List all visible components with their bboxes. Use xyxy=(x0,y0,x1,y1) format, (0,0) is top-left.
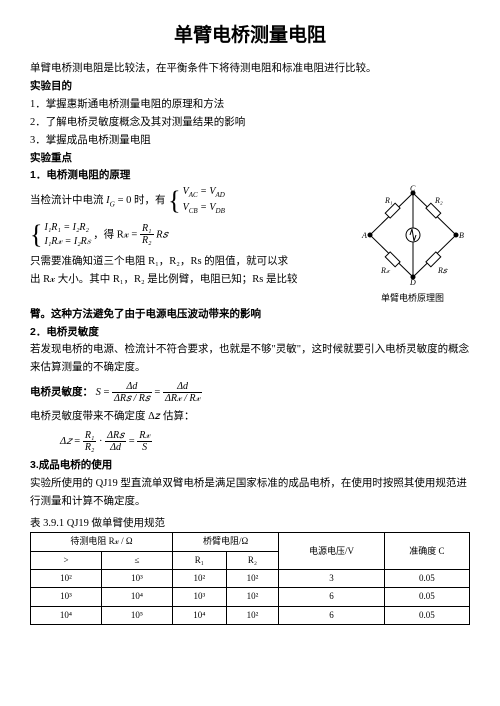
svg-text:R𝓍: R𝓍 xyxy=(380,266,391,275)
eq1b: I₁R𝓍 = I₂R𝑠 xyxy=(44,235,90,249)
diagram-col: R₁ R₂ R𝓍 R𝑠 A B C D 单臂电桥原理图 xyxy=(355,185,470,306)
th-gt: > xyxy=(31,551,102,569)
sensitivity-formula: 电桥灵敏度： S = Δd ΔR𝑠 / R𝑠 = Δd ΔR𝓍 / R𝓍 xyxy=(30,381,470,404)
principle-row: 当检流计中电流 IG = 0 时，有 { VAC = VAD VCB = VDB… xyxy=(30,185,470,306)
bridge-diagram: R₁ R₂ R𝓍 R𝑠 A B C D xyxy=(358,185,468,285)
th-rx: 待测电阻 R𝓍 / Ω xyxy=(31,533,173,551)
voltage-eqs: { VAC = VAD VCB = VDB xyxy=(168,185,225,217)
rx-num: R₁ xyxy=(140,223,154,235)
sec1-p2b: 出 R𝓍 大小。其中 R₁，R₂ 是比例臂，电阻已知；Rs 是比较 xyxy=(30,271,355,289)
eq2: = xyxy=(154,387,163,398)
cond-c: = 0 时，有 xyxy=(115,195,168,206)
eq3: = xyxy=(72,436,83,447)
th-r1: R₁ xyxy=(173,551,227,569)
section-3-title: 3.成品电桥的使用 xyxy=(30,457,470,475)
dz-formula: Δ𝑧 = R₁ R₂ · ΔR𝑠 Δd = R𝓍 S xyxy=(30,430,470,453)
ir-eqs: { I₁R₁ = I₂R₂ I₁R𝓍 = I₂R𝑠 xyxy=(30,221,91,249)
th-acc: 准确度 C xyxy=(384,533,469,570)
eq1: = xyxy=(101,387,112,398)
principle-text-col: 当检流计中电流 IG = 0 时，有 { VAC = VAD VCB = VDB… xyxy=(30,185,355,288)
svg-text:A: A xyxy=(361,231,367,240)
sens-label: 电桥灵敏度： xyxy=(30,386,93,398)
svg-text:C: C xyxy=(410,185,416,193)
table-row: 10³10⁴10³10²60.05 xyxy=(31,588,470,606)
rx-fraction: R₁ R₂ xyxy=(140,223,154,246)
page: 单臂电桥测量电阻 单臂电桥测电阻是比较法，在平衡条件下将待测电阻和标准电阻进行比… xyxy=(0,0,500,635)
section-2-title: 2．电桥灵敏度 xyxy=(30,324,470,342)
keypoints-heading: 实验重点 xyxy=(30,150,470,168)
svg-text:B: B xyxy=(459,231,464,240)
purpose-item-2: 2．了解电桥灵敏度概念及其对测量结果的影响 xyxy=(30,114,470,132)
table-row: 10⁴10⁵10⁴10²60.05 xyxy=(31,606,470,624)
sec1-p2c: 臂。这种方法避免了由于电源电压波动带来的影响 xyxy=(30,306,470,324)
svg-text:R₁: R₁ xyxy=(384,196,393,205)
purpose-item-3: 3．掌握成品电桥测量电阻 xyxy=(30,132,470,150)
vcb-sub: CB xyxy=(189,207,198,215)
th-le: ≤ xyxy=(102,551,173,569)
frac-s1: Δd ΔR𝑠 / R𝑠 xyxy=(112,381,152,404)
intro-text: 单臂电桥测电阻是比较法，在平衡条件下将待测电阻和标准电阻进行比较。 xyxy=(30,60,470,78)
th-arm: 桥臂电阻/Ω xyxy=(173,533,279,551)
rx-den: R₂ xyxy=(140,235,154,246)
section-1-title: 1．电桥测电阻的原理 xyxy=(30,167,470,185)
table-row: 10²10³10²10²30.05 xyxy=(31,569,470,587)
derive-text: ，得 R𝓍 = xyxy=(93,229,140,240)
sec1-p2a: 只需要准确知道三个电阻 R₁，R₂，Rs 的阻值，就可以求 xyxy=(30,253,355,271)
cond-a: 当检流计中电流 xyxy=(30,195,106,206)
dz: Δ𝑧 xyxy=(60,436,72,447)
dz-label: 电桥灵敏度带来不确定度 Δ𝑧 估算： xyxy=(30,408,470,426)
diagram-caption: 单臂电桥原理图 xyxy=(355,291,470,306)
condition-line: 当检流计中电流 IG = 0 时，有 { VAC = VAD VCB = VDB xyxy=(30,185,355,217)
derive-line: { I₁R₁ = I₂R₂ I₁R𝓍 = I₂R𝑠 ，得 R𝓍 = R₁ R₂ … xyxy=(30,221,355,249)
svg-text:R₂: R₂ xyxy=(434,196,443,205)
spec-table: 待测电阻 R𝓍 / Ω 桥臂电阻/Ω 电源电压/V 准确度 C > ≤ R₁ R… xyxy=(30,532,470,624)
frac-rx-s: R𝓍 S xyxy=(137,430,152,453)
frac-r1r2: R₁ R₂ xyxy=(83,430,97,453)
purpose-item-1: 1．掌握惠斯通电桥测量电阻的原理和方法 xyxy=(30,96,470,114)
sec2-p1: 若发现电桥的电源、检流计不符合要求，也就是不够"灵敏"，这时候就要引入电桥灵敏度… xyxy=(30,341,470,377)
purpose-heading: 实验目的 xyxy=(30,78,470,96)
sec3-p1: 实验所使用的 QJ19 型直流单双臂电桥是满足国家标准的成品电桥，在使用时按照其… xyxy=(30,475,470,511)
frac-drs-dd: ΔR𝑠 Δd xyxy=(105,430,126,453)
svg-text:R𝑠: R𝑠 xyxy=(437,266,448,275)
th-volt: 电源电压/V xyxy=(279,533,385,570)
rs-text: R𝑠 xyxy=(156,229,168,240)
vdb-sub: DB xyxy=(216,207,225,215)
th-r2: R₂ xyxy=(226,551,278,569)
vac-sub: AC xyxy=(189,191,198,199)
eq4: = xyxy=(129,436,138,447)
vad-sub: AD xyxy=(216,191,225,199)
page-title: 单臂电桥测量电阻 xyxy=(30,20,470,52)
eq1a: I₁R₁ = I₂R₂ xyxy=(44,221,90,235)
svg-text:D: D xyxy=(409,278,416,285)
table-header-row-1: 待测电阻 R𝓍 / Ω 桥臂电阻/Ω 电源电压/V 准确度 C xyxy=(31,533,470,551)
frac-s2: Δd ΔR𝓍 / R𝓍 xyxy=(163,381,202,404)
table-caption: 表 3.9.1 QJ19 做单臂使用规范 xyxy=(30,515,470,533)
